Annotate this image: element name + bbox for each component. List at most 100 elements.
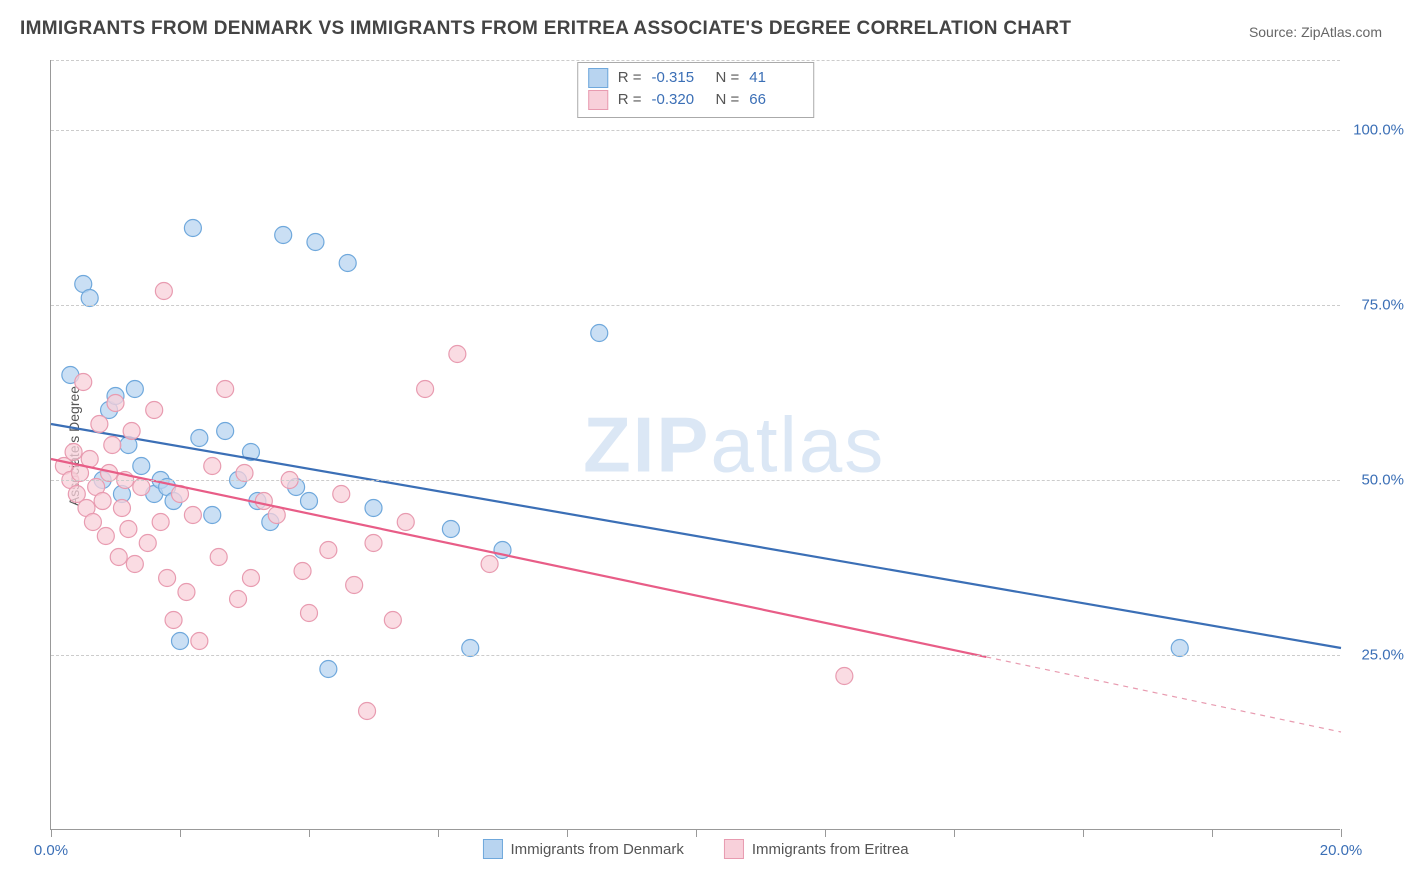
scatter-point-eritrea: [301, 605, 318, 622]
trendline-eritrea: [51, 459, 986, 657]
scatter-point-denmark: [191, 430, 208, 447]
scatter-point-eritrea: [204, 458, 221, 475]
scatter-point-eritrea: [152, 514, 169, 531]
scatter-point-denmark: [217, 423, 234, 440]
scatter-point-denmark: [1171, 640, 1188, 657]
scatter-point-eritrea: [65, 444, 82, 461]
n-value-denmark: 41: [749, 67, 803, 89]
scatter-point-eritrea: [165, 612, 182, 629]
scatter-point-denmark: [184, 220, 201, 237]
scatter-point-eritrea: [139, 535, 156, 552]
scatter-point-eritrea: [359, 703, 376, 720]
scatter-point-eritrea: [191, 633, 208, 650]
scatter-point-eritrea: [384, 612, 401, 629]
y-tick-label: 25.0%: [1348, 647, 1404, 664]
scatter-point-denmark: [204, 507, 221, 524]
scatter-point-denmark: [275, 227, 292, 244]
trendline-dashed-eritrea: [986, 657, 1341, 732]
swatch-denmark-bottom: [482, 839, 502, 859]
scatter-point-denmark: [307, 234, 324, 251]
scatter-point-eritrea: [294, 563, 311, 580]
scatter-point-eritrea: [91, 416, 108, 433]
bottom-legend: Immigrants from Denmark Immigrants from …: [482, 839, 908, 859]
scatter-point-denmark: [126, 381, 143, 398]
y-tick-label: 75.0%: [1348, 297, 1404, 314]
tick-x: [567, 829, 568, 837]
r-label: R =: [618, 67, 642, 89]
gridline-h: [51, 655, 1340, 656]
scatter-point-eritrea: [94, 493, 111, 510]
trendline-denmark: [51, 424, 1341, 648]
tick-x: [1212, 829, 1213, 837]
legend-label-eritrea: Immigrants from Eritrea: [752, 841, 909, 858]
tick-x: [1083, 829, 1084, 837]
scatter-point-denmark: [462, 640, 479, 657]
scatter-point-denmark: [339, 255, 356, 272]
scatter-point-eritrea: [159, 570, 176, 587]
scatter-point-eritrea: [365, 535, 382, 552]
n-label: N =: [716, 89, 740, 111]
gridline-h: [51, 305, 1340, 306]
scatter-point-eritrea: [346, 577, 363, 594]
tick-x: [825, 829, 826, 837]
scatter-point-denmark: [81, 290, 98, 307]
tick-x: [954, 829, 955, 837]
stats-legend-box: R = -0.315 N = 41 R = -0.320 N = 66: [577, 62, 815, 118]
legend-item-denmark: Immigrants from Denmark: [482, 839, 683, 859]
swatch-denmark: [588, 68, 608, 88]
swatch-eritrea-bottom: [724, 839, 744, 859]
x-tick-label: 0.0%: [34, 842, 68, 859]
scatter-point-eritrea: [242, 570, 259, 587]
scatter-point-denmark: [172, 633, 189, 650]
scatter-point-eritrea: [84, 514, 101, 531]
tick-x: [51, 829, 52, 837]
scatter-point-eritrea: [417, 381, 434, 398]
chart-plot-area: ZIPatlas R = -0.315 N = 41 R = -0.320 N …: [50, 60, 1340, 830]
stats-row-eritrea: R = -0.320 N = 66: [588, 89, 804, 111]
chart-title: IMMIGRANTS FROM DENMARK VS IMMIGRANTS FR…: [20, 18, 1071, 40]
tick-x: [1341, 829, 1342, 837]
gridline-h: [51, 60, 1340, 61]
scatter-point-denmark: [301, 493, 318, 510]
scatter-point-denmark: [442, 521, 459, 538]
scatter-point-eritrea: [333, 486, 350, 503]
tick-x: [309, 829, 310, 837]
scatter-point-denmark: [591, 325, 608, 342]
scatter-point-eritrea: [146, 402, 163, 419]
scatter-point-eritrea: [836, 668, 853, 685]
scatter-point-eritrea: [481, 556, 498, 573]
r-value-eritrea: -0.320: [652, 89, 706, 111]
scatter-point-eritrea: [75, 374, 92, 391]
scatter-point-eritrea: [123, 423, 140, 440]
scatter-point-eritrea: [107, 395, 124, 412]
x-tick-label: 20.0%: [1320, 842, 1363, 859]
scatter-point-eritrea: [113, 500, 130, 517]
scatter-point-eritrea: [104, 437, 121, 454]
scatter-point-denmark: [133, 458, 150, 475]
scatter-point-eritrea: [255, 493, 272, 510]
scatter-point-eritrea: [178, 584, 195, 601]
swatch-eritrea: [588, 90, 608, 110]
scatter-point-eritrea: [97, 528, 114, 545]
scatter-point-eritrea: [120, 521, 137, 538]
y-tick-label: 100.0%: [1348, 122, 1404, 139]
scatter-point-eritrea: [110, 549, 127, 566]
tick-x: [696, 829, 697, 837]
scatter-point-eritrea: [397, 514, 414, 531]
r-value-denmark: -0.315: [652, 67, 706, 89]
legend-item-eritrea: Immigrants from Eritrea: [724, 839, 909, 859]
n-label: N =: [716, 67, 740, 89]
scatter-point-eritrea: [133, 479, 150, 496]
scatter-point-eritrea: [230, 591, 247, 608]
scatter-point-denmark: [365, 500, 382, 517]
tick-x: [438, 829, 439, 837]
gridline-h: [51, 480, 1340, 481]
scatter-point-eritrea: [449, 346, 466, 363]
legend-label-denmark: Immigrants from Denmark: [510, 841, 683, 858]
scatter-point-denmark: [320, 661, 337, 678]
scatter-point-eritrea: [210, 549, 227, 566]
source-attribution: Source: ZipAtlas.com: [1249, 24, 1382, 40]
scatter-point-eritrea: [126, 556, 143, 573]
tick-x: [180, 829, 181, 837]
scatter-point-eritrea: [217, 381, 234, 398]
